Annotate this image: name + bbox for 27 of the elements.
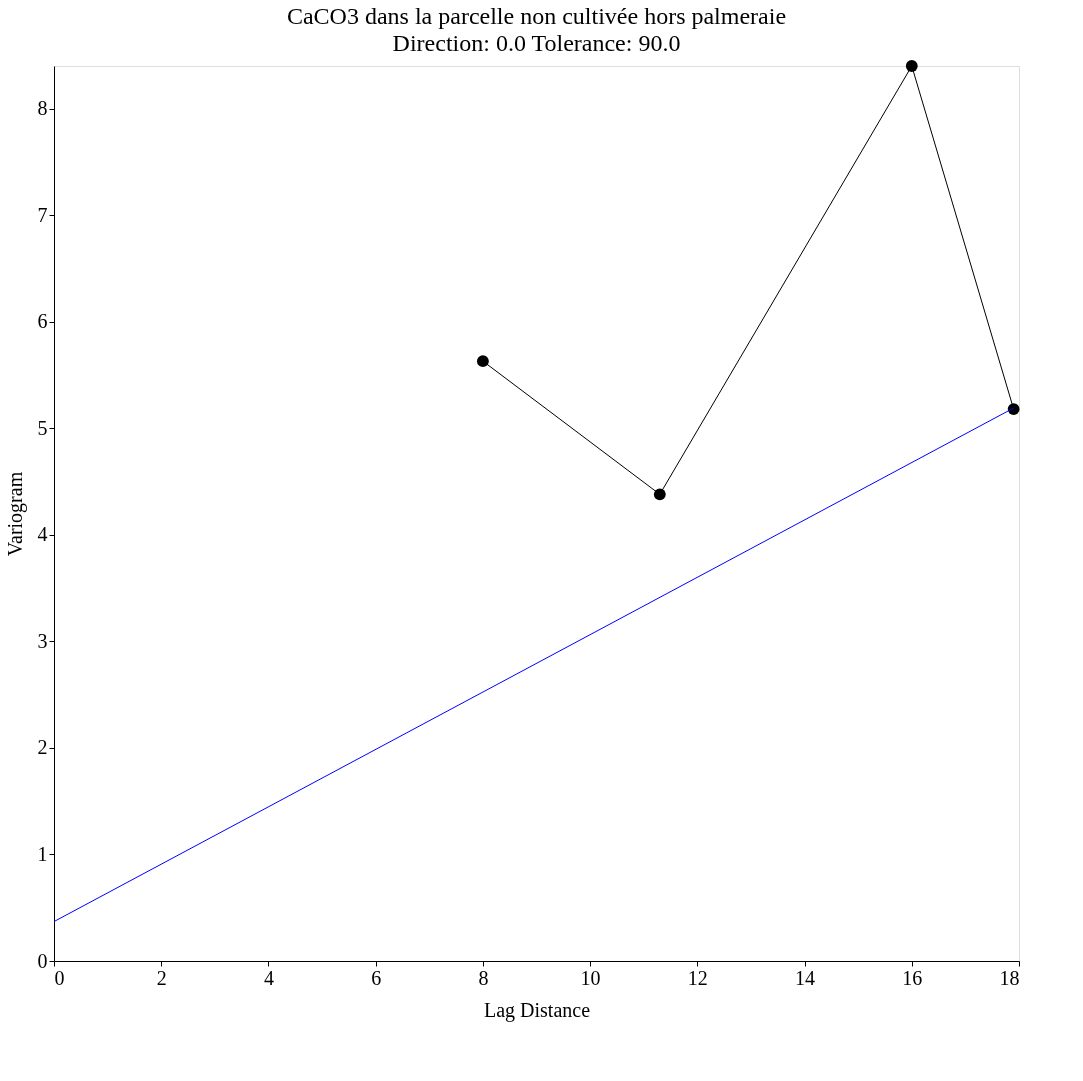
x-tick-label: 10 — [580, 966, 601, 989]
x-axis-title: Lag Distance — [483, 998, 591, 1022]
y-tick-label: 8 — [37, 97, 48, 120]
x-tick-label: 2 — [156, 966, 167, 989]
x-tick-label: 12 — [687, 966, 708, 989]
x-tick-label: 4 — [263, 966, 274, 989]
y-tick-label: 4 — [37, 523, 48, 546]
y-tick-label: 3 — [37, 629, 48, 652]
chart-title: CaCO3 dans la parcelle non cultivée hors palmeraie — [286, 3, 787, 30]
point — [1007, 403, 1020, 415]
point — [905, 60, 918, 72]
x-tick-label: 14 — [795, 966, 816, 989]
y-tick-label: 0 — [37, 949, 48, 972]
y-tick-label: 5 — [37, 416, 48, 439]
x-tick-label: 16 — [902, 966, 923, 989]
y-tick-label: 2 — [37, 736, 48, 759]
chart-subtitle: Direction: 0.0 Tolerance: 90.0 — [392, 30, 681, 57]
y-tick-label: 7 — [37, 203, 48, 226]
x-tick-label: 6 — [371, 966, 382, 989]
x-tick-label: 18 — [999, 966, 1020, 989]
x-tick-label: 8 — [478, 966, 489, 989]
y-tick-label: 1 — [37, 842, 48, 865]
point — [476, 355, 489, 368]
point — [653, 488, 666, 501]
x-tick-label: 0 — [54, 966, 65, 989]
y-tick-label: 6 — [37, 310, 48, 333]
y-axis-title: Variogram — [3, 471, 27, 557]
